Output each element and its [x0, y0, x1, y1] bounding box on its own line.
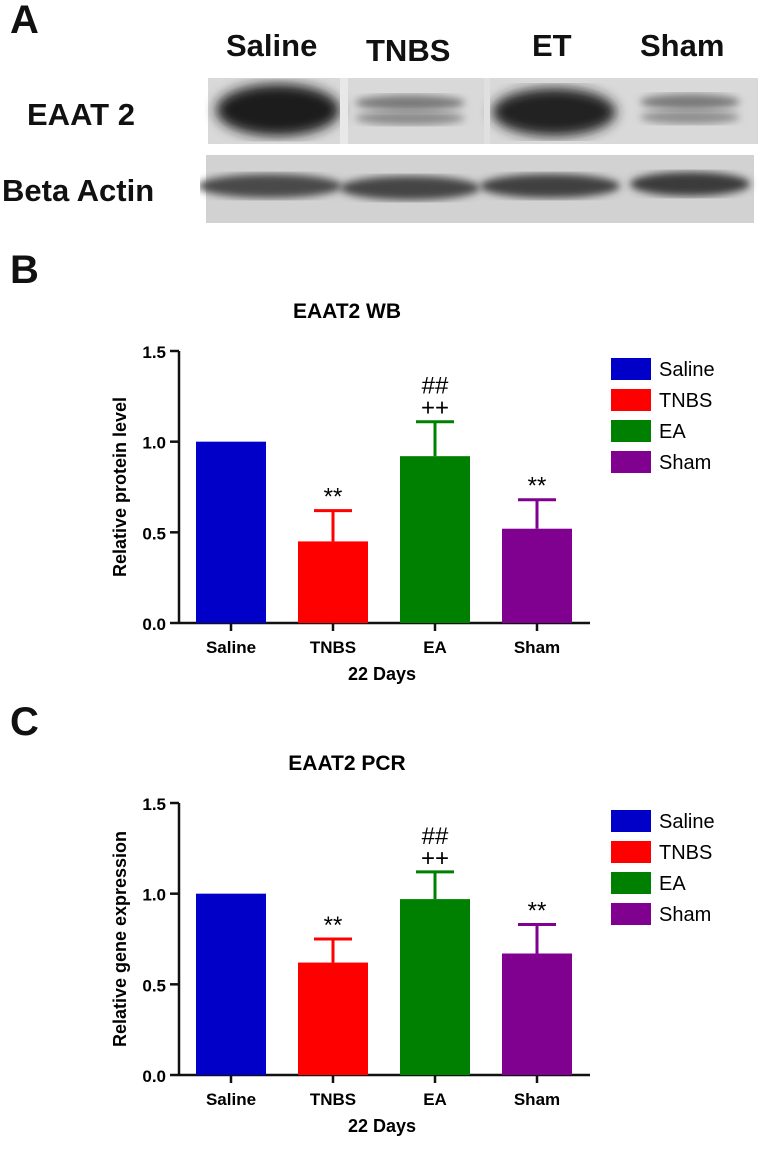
bar-chart-wb: EAAT2 WB 0.0 0.5 1.0 1.5 Relative protein lev…	[110, 300, 715, 684]
blot-row-label-eaat2: EAAT 2	[27, 97, 135, 132]
legend-label-sham: Sham	[659, 904, 711, 926]
legend-swatch-ea	[611, 420, 651, 442]
x-axis-label: 22 Days	[348, 664, 416, 684]
blot-row-label-beta-actin: Beta Actin	[2, 173, 155, 208]
legend-swatch-tnbs	[611, 841, 651, 863]
bar-sham	[502, 528, 572, 623]
x-tick-label-ea: EA	[423, 638, 447, 657]
panel-letter-c: C	[10, 700, 39, 744]
legend-label-tnbs: TNBS	[659, 390, 712, 412]
bar-sham	[502, 953, 572, 1075]
legend-swatch-tnbs	[611, 389, 651, 411]
y-tick-label: 1.0	[142, 886, 166, 905]
x-tick-label-tnbs: TNBS	[310, 638, 356, 657]
x-tick-label-tnbs: TNBS	[310, 1090, 356, 1109]
chart-title: EAAT2 WB	[293, 300, 401, 323]
bar-tnbs	[298, 962, 368, 1075]
western-blot-image	[200, 78, 758, 223]
chart-title: EAAT2 PCR	[288, 752, 405, 775]
x-tick-label-sham: Sham	[514, 638, 560, 657]
legend-label-sham: Sham	[659, 452, 711, 474]
significance-annotation: ++	[421, 395, 449, 422]
legend-swatch-ea	[611, 872, 651, 894]
y-tick-label: 0.0	[142, 615, 166, 634]
legend-label-ea: EA	[659, 421, 686, 443]
bar-saline	[196, 441, 266, 623]
y-tick-label: 0.0	[142, 1067, 166, 1086]
bar-chart-pcr: EAAT2 PCR 0.0 0.5 1.0 1.5 Relative gene expre…	[110, 752, 715, 1136]
significance-annotation: ##	[422, 823, 449, 850]
x-tick-label-sham: Sham	[514, 1090, 560, 1109]
legend-swatch-sham	[611, 903, 651, 925]
blot-lane-label-sham: Sham	[640, 28, 725, 63]
x-tick-label-saline: Saline	[206, 638, 256, 657]
y-tick-label: 1.5	[142, 343, 166, 362]
legend-label-saline: Saline	[659, 811, 715, 833]
significance-annotation: **	[324, 912, 343, 939]
bar-saline	[196, 893, 266, 1075]
significance-annotation: **	[528, 897, 547, 924]
panel-letter-a: A	[10, 0, 39, 42]
significance-annotation: **	[528, 473, 547, 500]
bar-tnbs	[298, 541, 368, 623]
bar-ea	[400, 899, 470, 1075]
legend-label-ea: EA	[659, 873, 686, 895]
legend-label-saline: Saline	[659, 359, 715, 381]
x-tick-label-saline: Saline	[206, 1090, 256, 1109]
x-axis-label: 22 Days	[348, 1116, 416, 1136]
significance-annotation: **	[324, 484, 343, 511]
y-tick-label: 1.5	[142, 795, 166, 814]
y-tick-label: 0.5	[142, 976, 166, 995]
legend-swatch-saline	[611, 810, 651, 832]
y-axis-label: Relative protein level	[110, 397, 130, 577]
y-axis-label: Relative gene expression	[110, 831, 130, 1047]
significance-annotation: ##	[422, 373, 449, 400]
significance-annotation: ++	[421, 845, 449, 872]
bar-ea	[400, 456, 470, 623]
y-tick-label: 0.5	[142, 524, 166, 543]
blot-lane-label-saline: Saline	[226, 28, 318, 63]
blot-lane-label-tnbs: TNBS	[366, 33, 451, 68]
x-tick-label-ea: EA	[423, 1090, 447, 1109]
blot-lane-label-et: ET	[532, 28, 572, 63]
legend-swatch-sham	[611, 451, 651, 473]
legend-swatch-saline	[611, 358, 651, 380]
y-tick-label: 1.0	[142, 434, 166, 453]
legend-label-tnbs: TNBS	[659, 842, 712, 864]
panel-letter-b: B	[10, 248, 39, 292]
